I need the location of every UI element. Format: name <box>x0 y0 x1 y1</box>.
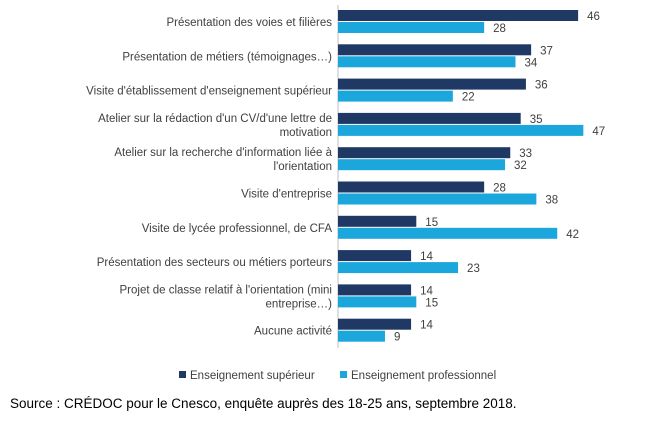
bar-series-2 <box>338 124 584 136</box>
bar-series-1 <box>338 215 417 227</box>
category-label: Visite de lycée professionnel, de CFA <box>142 223 333 235</box>
bar-series-2 <box>338 227 558 239</box>
category-label: Atelier sur la rédaction d'un CV/d'une l… <box>98 113 332 125</box>
category-label: Visite d'entreprise <box>241 189 332 201</box>
bar-series-1 <box>338 318 412 330</box>
legend-label-series-2: Enseignement professionnel <box>351 370 496 382</box>
bar-series-2 <box>338 193 537 205</box>
value-label-series-1: 46 <box>587 11 600 23</box>
bar-series-2 <box>338 296 417 308</box>
value-label-series-2: 15 <box>425 297 438 309</box>
bar-series-1 <box>338 44 532 56</box>
category-label: Atelier sur la recherche d'information l… <box>114 147 332 159</box>
category-label: Présentation de métiers (témoignages…) <box>122 51 332 63</box>
value-label-series-2: 9 <box>394 332 400 344</box>
value-label-series-1: 35 <box>530 114 543 126</box>
value-label-series-2: 34 <box>524 57 537 69</box>
legend: Enseignement supérieur Enseignement prof… <box>179 370 496 382</box>
category-label: Présentation des voies et filières <box>166 17 332 29</box>
value-label-series-2: 38 <box>545 195 558 207</box>
legend-swatch-series-2 <box>340 371 347 378</box>
category-label: Projet de classe relatif à l'orientation… <box>120 284 333 296</box>
value-label-series-1: 14 <box>420 320 433 332</box>
value-label-series-1: 28 <box>493 183 506 195</box>
category-label: l'orientation <box>274 161 332 173</box>
bar-series-1 <box>338 78 526 90</box>
value-label-series-1: 14 <box>420 251 433 263</box>
value-label-series-1: 14 <box>420 285 433 297</box>
bar-series-1 <box>338 284 412 296</box>
category-label: motivation <box>280 127 332 139</box>
bar-series-1 <box>338 10 579 21</box>
value-label-series-2: 22 <box>462 92 475 104</box>
value-label-series-1: 37 <box>540 45 553 57</box>
bar-series-2 <box>338 159 506 171</box>
source-note: Source : CRÉDOC pour le Cnesco, enquête … <box>10 396 517 411</box>
legend-label-series-1: Enseignement supérieur <box>190 370 315 382</box>
legend-swatch-series-1 <box>179 371 186 378</box>
bar-series-1 <box>338 147 511 159</box>
value-label-series-2: 32 <box>514 160 527 172</box>
bar-series-2 <box>338 56 516 68</box>
bar-series-1 <box>338 250 412 262</box>
bar-series-2 <box>338 22 485 33</box>
bar-series-2 <box>338 262 459 274</box>
value-label-series-2: 23 <box>467 263 480 275</box>
category-label: Aucune activité <box>254 326 332 338</box>
value-label-series-2: 47 <box>592 126 605 138</box>
value-label-series-2: 42 <box>566 229 579 241</box>
bar-series-1 <box>338 112 521 124</box>
category-label: Présentation des secteurs ou métiers por… <box>97 257 332 269</box>
bar-chart: Présentation des voies et filières 46 28 Pr… <box>86 5 605 382</box>
category-label: entreprise…) <box>266 298 333 310</box>
bar-series-2 <box>338 330 385 342</box>
value-label-series-1: 36 <box>535 80 548 92</box>
bar-series-1 <box>338 181 485 193</box>
value-label-series-1: 33 <box>519 148 532 160</box>
bar-series-2 <box>338 90 453 102</box>
bars-layer: Présentation des voies et filières 46 28 Pr… <box>86 10 605 344</box>
category-label: Visite d'établissement d'enseignement su… <box>86 86 332 98</box>
value-label-series-1: 15 <box>425 217 438 229</box>
value-label-series-2: 28 <box>493 23 506 35</box>
